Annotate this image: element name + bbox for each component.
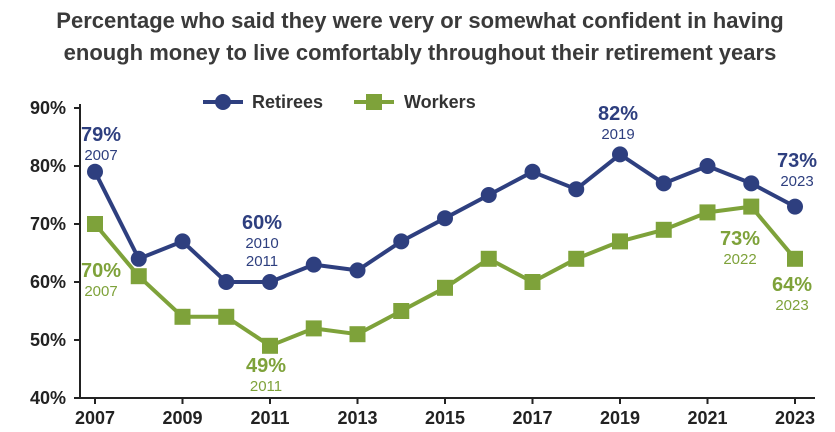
annotation-r2023: 73%2023 (777, 150, 817, 190)
x-tick-label: 2021 (687, 408, 727, 428)
retirees-point (349, 262, 366, 279)
annotation-value: 64% (772, 274, 812, 296)
legend-retirees-label: Retirees (252, 92, 323, 112)
annotation-value: 73% (777, 150, 817, 172)
retirees-point (305, 256, 322, 273)
workers-point (787, 250, 803, 267)
workers-point (612, 233, 628, 250)
annotation-year: 2023 (775, 297, 808, 314)
workers-point (349, 326, 366, 343)
axes: 40% 50% 60% 70% 80% 90% 2007 2009 2011 2013 2015 20… (30, 98, 815, 428)
annotation-r2019: 82%2019 (598, 103, 638, 143)
annotation-value: 79% (81, 124, 121, 146)
retirees-point (130, 250, 147, 267)
workers-point (524, 274, 541, 290)
legend: Retirees Workers (203, 92, 476, 112)
workers-point (218, 308, 235, 325)
workers-point (568, 250, 585, 267)
annotation-year: 2011 (250, 378, 282, 395)
annotation-w2022: 73%2022 (720, 228, 760, 268)
annotation-year: 2007 (84, 147, 117, 164)
workers-point (130, 268, 147, 285)
workers-line (93, 204, 797, 348)
annotation-value: 60% (242, 212, 282, 234)
legend-workers-marker (366, 94, 382, 110)
series-layer (87, 146, 803, 354)
annotation-w2011: 49%2011 (246, 355, 286, 395)
retirees-point (655, 175, 672, 192)
y-tick-label: 90% (30, 98, 66, 118)
retirees-point (568, 181, 585, 198)
x-tick-label: 2017 (512, 408, 552, 428)
y-tick-label: 50% (30, 330, 66, 350)
retirees-point (524, 163, 541, 180)
y-tick-label: 80% (30, 156, 66, 176)
x-tick-label: 2009 (162, 408, 202, 428)
legend-retirees-marker (215, 94, 231, 110)
retirees-point (87, 163, 103, 180)
annotation-year-2: 2011 (246, 253, 278, 270)
retirees-point (480, 187, 497, 203)
annotation-year: 2019 (601, 126, 634, 143)
retirees-point (218, 274, 235, 290)
x-tick-label: 2007 (75, 408, 115, 428)
y-tick-label: 60% (30, 272, 66, 292)
workers-point (262, 337, 278, 354)
annotation-layer: 79%200760%2010201182%201973%202370%20074… (81, 103, 817, 395)
retirees-point (612, 146, 628, 163)
retirees-point (393, 233, 410, 250)
annotation-year: 2007 (84, 283, 117, 300)
retirees-point (437, 210, 453, 227)
workers-point (699, 204, 716, 221)
annotation-value: 49% (246, 355, 286, 377)
x-tick-label: 2013 (337, 408, 377, 428)
annotation-w2023: 64%2023 (772, 274, 812, 314)
workers-point (743, 198, 760, 215)
x-tick-label: 2011 (250, 408, 289, 428)
retirees-point (743, 175, 760, 192)
retirees-point (174, 233, 191, 250)
annotation-value: 70% (81, 260, 121, 282)
workers-point (393, 303, 410, 319)
y-tick-label: 70% (30, 214, 66, 234)
annotation-value: 82% (598, 103, 638, 125)
retirees-point (787, 198, 803, 215)
chart-title-line-2: enough money to live comfortably through… (64, 40, 777, 65)
workers-point (480, 250, 497, 267)
workers-point (437, 279, 453, 296)
workers-point (305, 320, 322, 337)
annotation-r2007: 79%2007 (81, 124, 121, 164)
legend-workers-label: Workers (404, 92, 476, 112)
x-tick-label: 2019 (600, 408, 640, 428)
y-tick-label: 40% (30, 388, 66, 408)
x-tick-label: 2023 (775, 408, 815, 428)
retirees-point (699, 158, 716, 174)
annotation-year: 2023 (780, 173, 813, 190)
annotation-value: 73% (720, 228, 760, 250)
workers-point (87, 216, 103, 232)
workers-point (655, 221, 672, 238)
retirees-point (262, 274, 278, 290)
annotation-year: 2010 (245, 235, 278, 252)
x-tick-label: 2015 (425, 408, 465, 428)
annotation-w2007: 70%2007 (81, 260, 121, 300)
annotation-year: 2022 (723, 251, 756, 268)
workers-point (174, 308, 191, 325)
chart-title-line-1: Percentage who said they were very or so… (56, 8, 783, 33)
